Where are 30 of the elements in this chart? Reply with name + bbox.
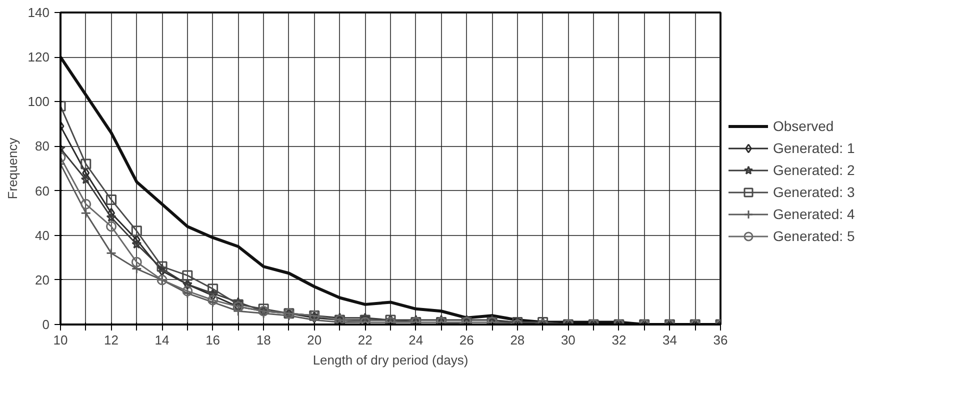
legend-label: Generated: 3 (773, 184, 855, 200)
legend-label: Generated: 4 (773, 206, 855, 222)
y-tick-label: 120 (28, 50, 50, 65)
y-tick-label: 100 (28, 94, 50, 110)
x-tick-label: 30 (560, 332, 576, 348)
x-tick-label: 20 (307, 332, 322, 348)
x-tick-label: 16 (206, 332, 220, 348)
x-tick-label: 18 (256, 332, 271, 348)
legend-label: Generated: 2 (773, 162, 855, 178)
x-tick-label: 12 (104, 332, 119, 348)
y-axis-title: Frequency (4, 137, 20, 200)
legend-label: Observed (773, 118, 834, 134)
y-tick-label: 20 (35, 272, 50, 288)
legend-label: Generated: 1 (773, 140, 855, 156)
x-axis-title: Length of dry period (days) (312, 352, 468, 368)
y-tick-label: 60 (35, 183, 50, 198)
x-tick-label: 10 (53, 332, 68, 348)
x-tick-label: 24 (408, 332, 424, 348)
y-tick-label: 140 (28, 5, 50, 20)
y-tick-label: 80 (35, 138, 50, 154)
x-tick-label: 26 (459, 332, 474, 348)
x-tick-label: 28 (510, 332, 525, 348)
x-tick-label: 22 (358, 332, 372, 348)
x-tick-label: 14 (154, 332, 170, 348)
x-tick-label: 32 (612, 332, 626, 348)
legend-label: Generated: 5 (773, 228, 855, 244)
x-tick-label: 36 (713, 332, 728, 348)
y-tick-label: 40 (35, 228, 50, 243)
y-tick-label: 0 (42, 317, 50, 332)
x-tick-label: 34 (662, 332, 677, 348)
